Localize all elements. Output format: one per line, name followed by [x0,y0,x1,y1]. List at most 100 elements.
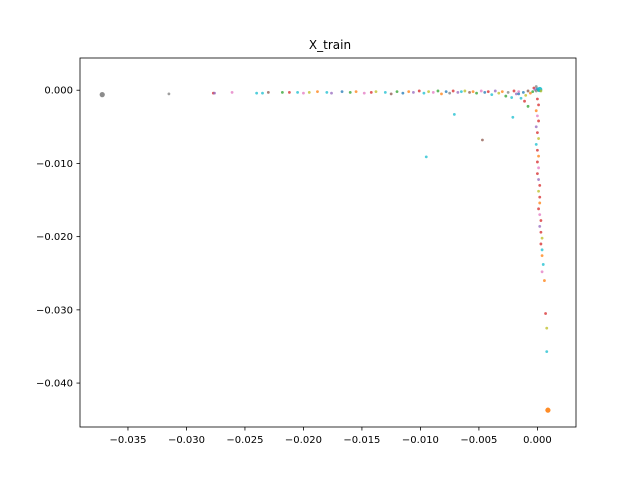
data-point [537,178,540,181]
y-tick-label: −0.040 [36,379,73,390]
y-tick-label: −0.030 [36,305,73,316]
data-point [539,242,543,246]
chart-title: X_train [309,38,351,52]
data-point [537,166,540,170]
data-point [479,89,483,93]
data-point [540,248,544,252]
data-point [541,263,545,266]
data-point [374,90,378,94]
data-point [427,90,430,94]
data-point [534,125,538,129]
data-point [362,91,366,95]
data-point [340,90,344,94]
data-point [288,91,291,94]
data-point [451,89,455,93]
x-tick-label: −0.015 [343,435,380,446]
data-point [483,91,487,94]
data-point [528,91,532,95]
data-point [536,172,539,176]
data-point [524,93,528,97]
data-point [407,90,411,94]
data-point [448,91,452,95]
x-tick-label: 0.000 [523,435,552,446]
y-tick-label: 0.000 [44,86,73,97]
data-point [539,89,543,93]
data-point [468,91,471,94]
data-point [456,91,460,94]
data-point [230,91,234,94]
data-point [538,201,542,205]
x-tick-label: −0.020 [285,435,322,446]
data-point [537,119,540,123]
data-point [537,189,540,193]
data-point [167,92,171,96]
data-point [523,99,526,103]
data-point [395,90,399,94]
data-point [534,109,538,113]
plot-area-frame [79,57,577,428]
data-point [536,131,539,135]
data-point [280,91,284,94]
data-point [540,254,544,258]
data-point [486,90,490,94]
data-point [302,91,305,95]
data-point [534,85,538,88]
data-point [514,92,518,96]
data-point [213,91,216,95]
x-tick-label: −0.010 [402,435,439,446]
data-point [531,90,535,94]
data-point [475,91,478,95]
data-point [266,91,270,94]
x-axis: −0.035 −0.030 −0.025 −0.020 −0.015 −0.010 −0.0… [109,427,552,446]
data-point [401,91,405,95]
data-point [538,224,542,228]
data-point [500,90,504,94]
data-point [412,91,415,94]
x-tick-label: −0.030 [168,435,205,446]
x-tick-label: −0.025 [226,435,263,446]
data-point [539,230,543,234]
data-point [540,270,544,274]
data-point [517,92,521,96]
data-point [255,91,259,95]
data-point [536,160,539,164]
data-point [354,90,358,94]
data-point [536,97,539,101]
data-point [504,94,508,98]
data-point [545,407,551,413]
data-point [539,219,543,222]
data-point [452,112,456,116]
y-tick-label: −0.020 [36,232,73,243]
data-point [307,91,311,94]
data-point [444,90,448,94]
data-point [471,90,475,94]
data-point [537,103,540,107]
data-point [261,91,264,95]
data-point [544,312,547,315]
data-point [497,91,501,95]
data-point [493,89,497,93]
data-point [519,96,523,100]
data-point [511,115,515,119]
data-point [506,91,510,94]
data-point [348,91,352,94]
data-point [436,89,440,93]
data-point [534,142,538,146]
data-point [316,90,319,94]
data-point [459,90,463,94]
data-point [330,91,333,95]
data-point [99,92,105,98]
data-point [545,326,549,330]
data-point [431,91,435,94]
y-axis: 0.000 −0.010 −0.020 −0.030 −0.040 [36,86,80,390]
data-point [481,138,484,142]
data-point [534,89,538,93]
data-point [545,350,549,353]
data-point [538,213,542,217]
data-point [463,89,467,93]
data-point [537,154,540,158]
y-tick-label: −0.010 [36,159,73,170]
data-point [440,92,443,96]
